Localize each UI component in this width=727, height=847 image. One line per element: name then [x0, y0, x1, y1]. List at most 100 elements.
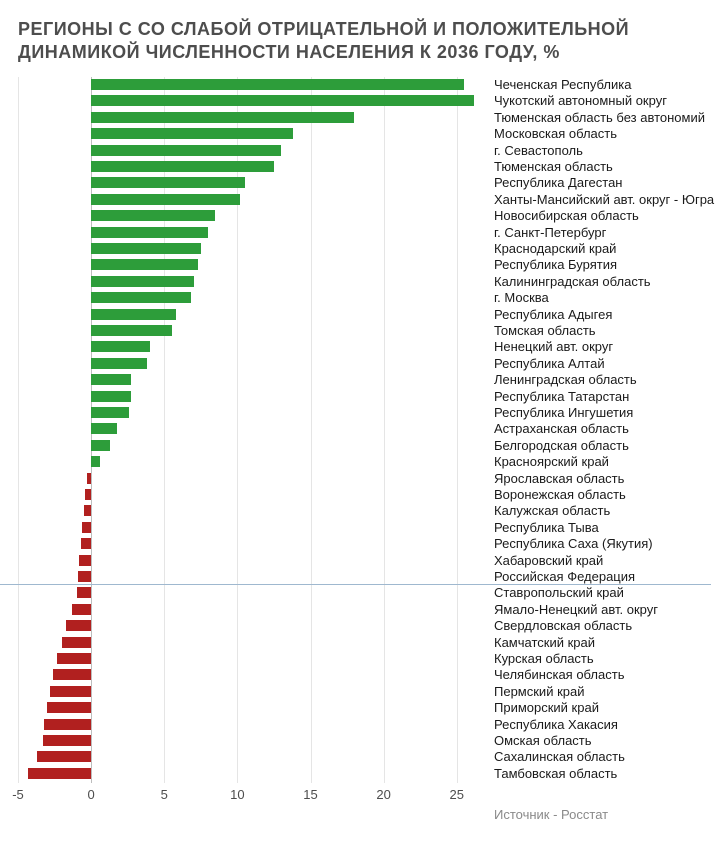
- bar-label: Пермский край: [494, 685, 584, 698]
- bar: [91, 440, 110, 451]
- bar: [53, 669, 91, 680]
- x-tick-label: 25: [450, 787, 464, 802]
- bar: [91, 391, 130, 402]
- bar: [79, 555, 91, 566]
- bar-label: Тюменская область: [494, 160, 613, 173]
- bar-label: Республика Дагестан: [494, 176, 622, 189]
- bar: [91, 358, 147, 369]
- bar-label: Республика Алтай: [494, 357, 605, 370]
- bar: [91, 95, 474, 106]
- bar: [82, 522, 91, 533]
- bar-label: Тюменская область без автономий: [494, 111, 705, 124]
- gridline: [457, 77, 458, 783]
- bar: [91, 227, 208, 238]
- chart-title: РЕГИОНЫ С СО СЛАБОЙ ОТРИЦАТЕЛЬНОЙ И ПОЛО…: [18, 18, 709, 63]
- bar-label: Свердловская область: [494, 619, 632, 632]
- bar: [91, 128, 293, 139]
- bar-label: Краснодарский край: [494, 242, 616, 255]
- bar: [91, 374, 130, 385]
- bar-label: Республика Адыгея: [494, 308, 612, 321]
- plot-region: -50510152025: [18, 77, 486, 797]
- bar-label: Чукотский автономный округ: [494, 94, 667, 107]
- bar-label: Челябинская область: [494, 668, 624, 681]
- bar: [91, 194, 240, 205]
- bar: [91, 243, 201, 254]
- x-tick-label: 10: [230, 787, 244, 802]
- gridline: [18, 77, 19, 783]
- x-tick-label: 20: [376, 787, 390, 802]
- bar-label: Российская Федерация: [494, 570, 635, 583]
- bar-label: Республика Бурятия: [494, 258, 617, 271]
- bar-label: Омская область: [494, 734, 592, 747]
- bar-label: Приморский край: [494, 701, 599, 714]
- bar: [62, 637, 91, 648]
- bar-label: Воронежская область: [494, 488, 626, 501]
- bar-label: Курская область: [494, 652, 594, 665]
- bar: [91, 309, 176, 320]
- bar: [91, 292, 190, 303]
- source-text: Источник - Росстат: [494, 807, 608, 822]
- bar: [85, 489, 91, 500]
- bar: [91, 161, 274, 172]
- bar: [72, 604, 91, 615]
- bar: [66, 620, 91, 631]
- bar-label: Белгородская область: [494, 439, 629, 452]
- bar-label: Новосибирская область: [494, 209, 639, 222]
- bar-label: Калужская область: [494, 504, 610, 517]
- bar: [84, 505, 91, 516]
- gridline: [311, 77, 312, 783]
- bar-label: Калининградская область: [494, 275, 651, 288]
- bar: [37, 751, 91, 762]
- x-tick-label: 15: [303, 787, 317, 802]
- bar-label: Республика Татарстан: [494, 390, 629, 403]
- bar-label: Астраханская область: [494, 422, 629, 435]
- bar: [47, 702, 91, 713]
- bar: [91, 112, 354, 123]
- bar-label: Ненецкий авт. округ: [494, 340, 613, 353]
- bar: [91, 145, 281, 156]
- bar-label: Московская область: [494, 127, 617, 140]
- x-tick-label: 5: [161, 787, 168, 802]
- x-tick-label: 0: [88, 787, 95, 802]
- bar: [43, 735, 91, 746]
- bar: [91, 177, 245, 188]
- bar: [87, 473, 91, 484]
- bar-label: г. Севастополь: [494, 144, 583, 157]
- bar-chart: -50510152025 Источник - Росстат Чеченска…: [18, 77, 708, 837]
- bar-label: Ленинградская область: [494, 373, 637, 386]
- x-tick-label: -5: [12, 787, 24, 802]
- bar: [91, 456, 100, 467]
- bar-label: Ярославская область: [494, 472, 624, 485]
- bar-label: Хабаровский край: [494, 554, 603, 567]
- bar: [81, 538, 91, 549]
- bar-label: Камчатский край: [494, 636, 595, 649]
- bar: [77, 587, 92, 598]
- bar: [91, 259, 198, 270]
- bar: [91, 79, 464, 90]
- bar: [78, 571, 91, 582]
- bar-label: Ставропольский край: [494, 586, 624, 599]
- bar-label: Ханты-Мансийский авт. округ - Югра: [494, 193, 714, 206]
- bar: [44, 719, 91, 730]
- bar: [91, 341, 150, 352]
- bar-label: Республика Хакасия: [494, 718, 618, 731]
- bar-label: Чеченская Республика: [494, 78, 631, 91]
- bar: [50, 686, 91, 697]
- bar: [91, 210, 215, 221]
- bar-label: Ямало-Ненецкий авт. округ: [494, 603, 658, 616]
- gridline: [384, 77, 385, 783]
- bar-label: Республика Тыва: [494, 521, 599, 534]
- bar-label: Тамбовская область: [494, 767, 617, 780]
- bar: [91, 423, 117, 434]
- bar-label: Красноярский край: [494, 455, 609, 468]
- bar-label: г. Санкт-Петербург: [494, 226, 606, 239]
- bar: [57, 653, 91, 664]
- bar: [91, 276, 193, 287]
- bar-label: г. Москва: [494, 291, 549, 304]
- bar-label: Томская область: [494, 324, 596, 337]
- bar-label: Республика Ингушетия: [494, 406, 633, 419]
- bar: [91, 407, 129, 418]
- bar: [28, 768, 91, 779]
- bar-label: Сахалинская область: [494, 750, 625, 763]
- bar: [91, 325, 171, 336]
